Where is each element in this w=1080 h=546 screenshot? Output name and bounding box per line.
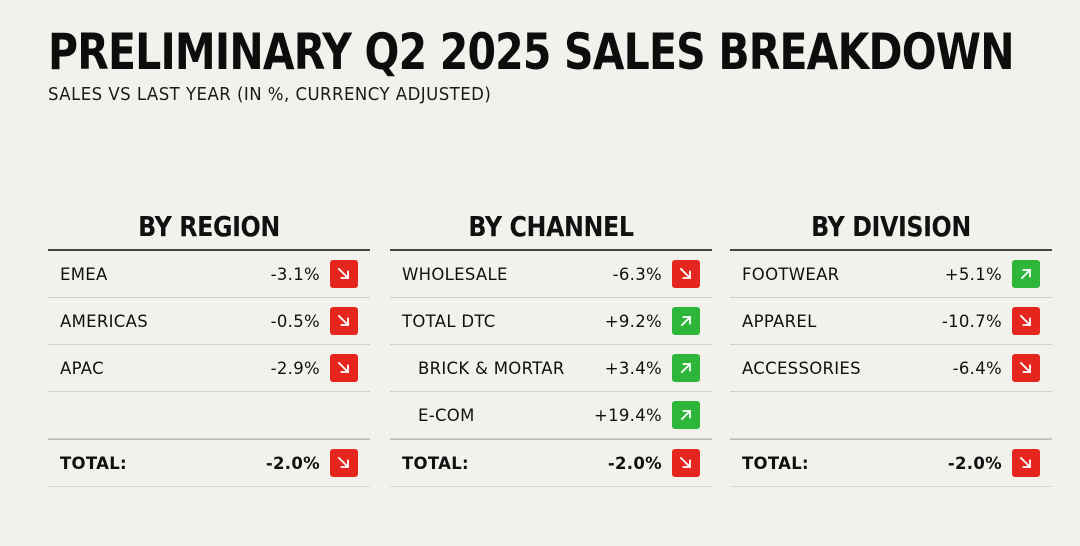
row-label: BRICK & MORTAR — [418, 358, 565, 378]
row-value: -6.4% — [952, 358, 1002, 378]
panel-by-region: BY REGION EMEA -3.1% AMERICAS -0.5% APAC… — [48, 205, 370, 487]
row-label: TOTAL DTC — [402, 311, 496, 331]
row-label: EMEA — [60, 264, 108, 284]
panel-heading: BY REGION — [138, 210, 280, 243]
arrow-down-right-icon — [330, 307, 358, 335]
row-label: ACCESSORIES — [742, 358, 861, 378]
divider — [390, 249, 712, 251]
arrow-down-right-icon — [330, 354, 358, 382]
row-value: -3.1% — [270, 264, 320, 284]
row-label: AMERICAS — [60, 311, 148, 331]
panel-by-channel: BY CHANNEL WHOLESALE -6.3% TOTAL DTC +9.… — [390, 205, 712, 487]
arrow-up-right-icon — [672, 307, 700, 335]
table-row: WHOLESALE -6.3% — [390, 251, 712, 298]
arrow-down-right-icon — [1012, 449, 1040, 477]
arrow-down-right-icon — [672, 449, 700, 477]
total-row: TOTAL: -2.0% — [390, 439, 712, 487]
table-row: EMEA -3.1% — [48, 251, 370, 298]
total-value: -2.0% — [947, 453, 1002, 473]
row-value: -10.7% — [941, 311, 1002, 331]
row-label: E-COM — [418, 405, 475, 425]
arrow-up-right-icon — [672, 354, 700, 382]
total-label: TOTAL: — [742, 453, 809, 473]
total-value: -2.0% — [607, 453, 662, 473]
table-row: FOOTWEAR +5.1% — [730, 251, 1052, 298]
total-row: TOTAL: -2.0% — [730, 439, 1052, 487]
table-row: BRICK & MORTAR +3.4% — [390, 345, 712, 392]
divider — [48, 249, 370, 251]
row-value: +19.4% — [593, 405, 662, 425]
row-label: APPAREL — [742, 311, 817, 331]
arrow-down-right-icon — [330, 449, 358, 477]
row-label: APAC — [60, 358, 104, 378]
row-value: +5.1% — [944, 264, 1002, 284]
divider — [730, 249, 1052, 251]
panel-heading: BY DIVISION — [811, 210, 971, 243]
arrow-down-right-icon — [1012, 354, 1040, 382]
panel-by-division: BY DIVISION FOOTWEAR +5.1% APPAREL -10.7… — [730, 205, 1052, 487]
table-row: ACCESSORIES -6.4% — [730, 345, 1052, 392]
page-title: PRELIMINARY Q2 2025 SALES BREAKDOWN — [48, 23, 1015, 81]
arrow-down-right-icon — [330, 260, 358, 288]
total-label: TOTAL: — [60, 453, 127, 473]
arrow-down-right-icon — [1012, 307, 1040, 335]
total-row: TOTAL: -2.0% — [48, 439, 370, 487]
table-row: APPAREL -10.7% — [730, 298, 1052, 345]
arrow-up-right-icon — [1012, 260, 1040, 288]
panel-heading: BY CHANNEL — [468, 210, 634, 243]
table-row-empty — [48, 392, 370, 439]
table-row: APAC -2.9% — [48, 345, 370, 392]
page-subtitle: SALES VS LAST YEAR (IN %, CURRENCY ADJUS… — [48, 84, 492, 105]
row-value: +3.4% — [604, 358, 662, 378]
table-row: TOTAL DTC +9.2% — [390, 298, 712, 345]
table-row: AMERICAS -0.5% — [48, 298, 370, 345]
row-value: -2.9% — [270, 358, 320, 378]
total-label: TOTAL: — [402, 453, 469, 473]
row-label: FOOTWEAR — [742, 264, 840, 284]
row-value: -0.5% — [270, 311, 320, 331]
row-label: WHOLESALE — [402, 264, 508, 284]
arrow-up-right-icon — [672, 401, 700, 429]
arrow-down-right-icon — [672, 260, 700, 288]
row-value: +9.2% — [604, 311, 662, 331]
table-row-empty — [730, 392, 1052, 439]
table-row: E-COM +19.4% — [390, 392, 712, 439]
total-value: -2.0% — [265, 453, 320, 473]
row-value: -6.3% — [612, 264, 662, 284]
